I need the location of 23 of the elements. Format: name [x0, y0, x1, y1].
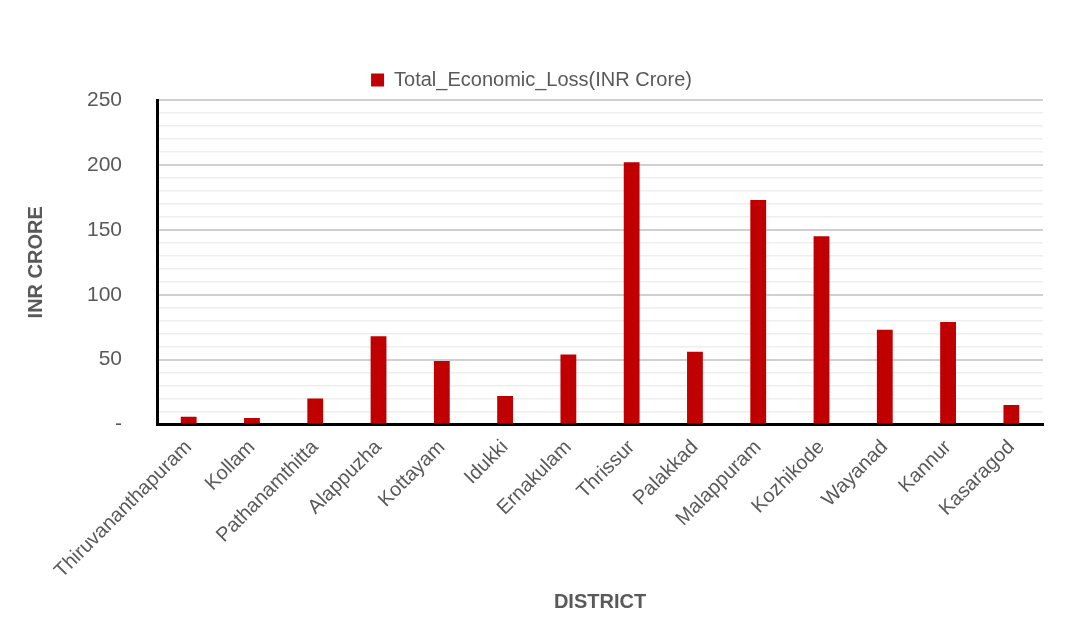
bar: [813, 236, 830, 424]
bar: [876, 329, 893, 424]
bar: [433, 360, 450, 424]
bar: [497, 395, 514, 424]
y-axis-title: INR CRORE: [23, 206, 46, 319]
y-tick-label: 250: [86, 86, 123, 110]
bar: [750, 199, 767, 424]
y-tick-label: 50: [98, 346, 123, 370]
bar: [940, 321, 956, 424]
y-tick-label: -: [115, 411, 123, 435]
bar: [307, 398, 324, 424]
y-tick-label: 100: [86, 281, 123, 305]
bar: [560, 354, 577, 424]
bar: [687, 351, 703, 424]
bar: [1003, 405, 1020, 424]
x-axis-title: DISTRICT: [553, 589, 647, 612]
bar: [244, 418, 260, 424]
y-tick-label: 200: [86, 151, 123, 175]
legend-label: Total_Economic_Loss(INR Crore): [394, 67, 692, 91]
bar: [370, 336, 387, 424]
y-tick-label: 150: [86, 216, 123, 240]
bar: [623, 162, 640, 424]
bar: [180, 416, 197, 424]
